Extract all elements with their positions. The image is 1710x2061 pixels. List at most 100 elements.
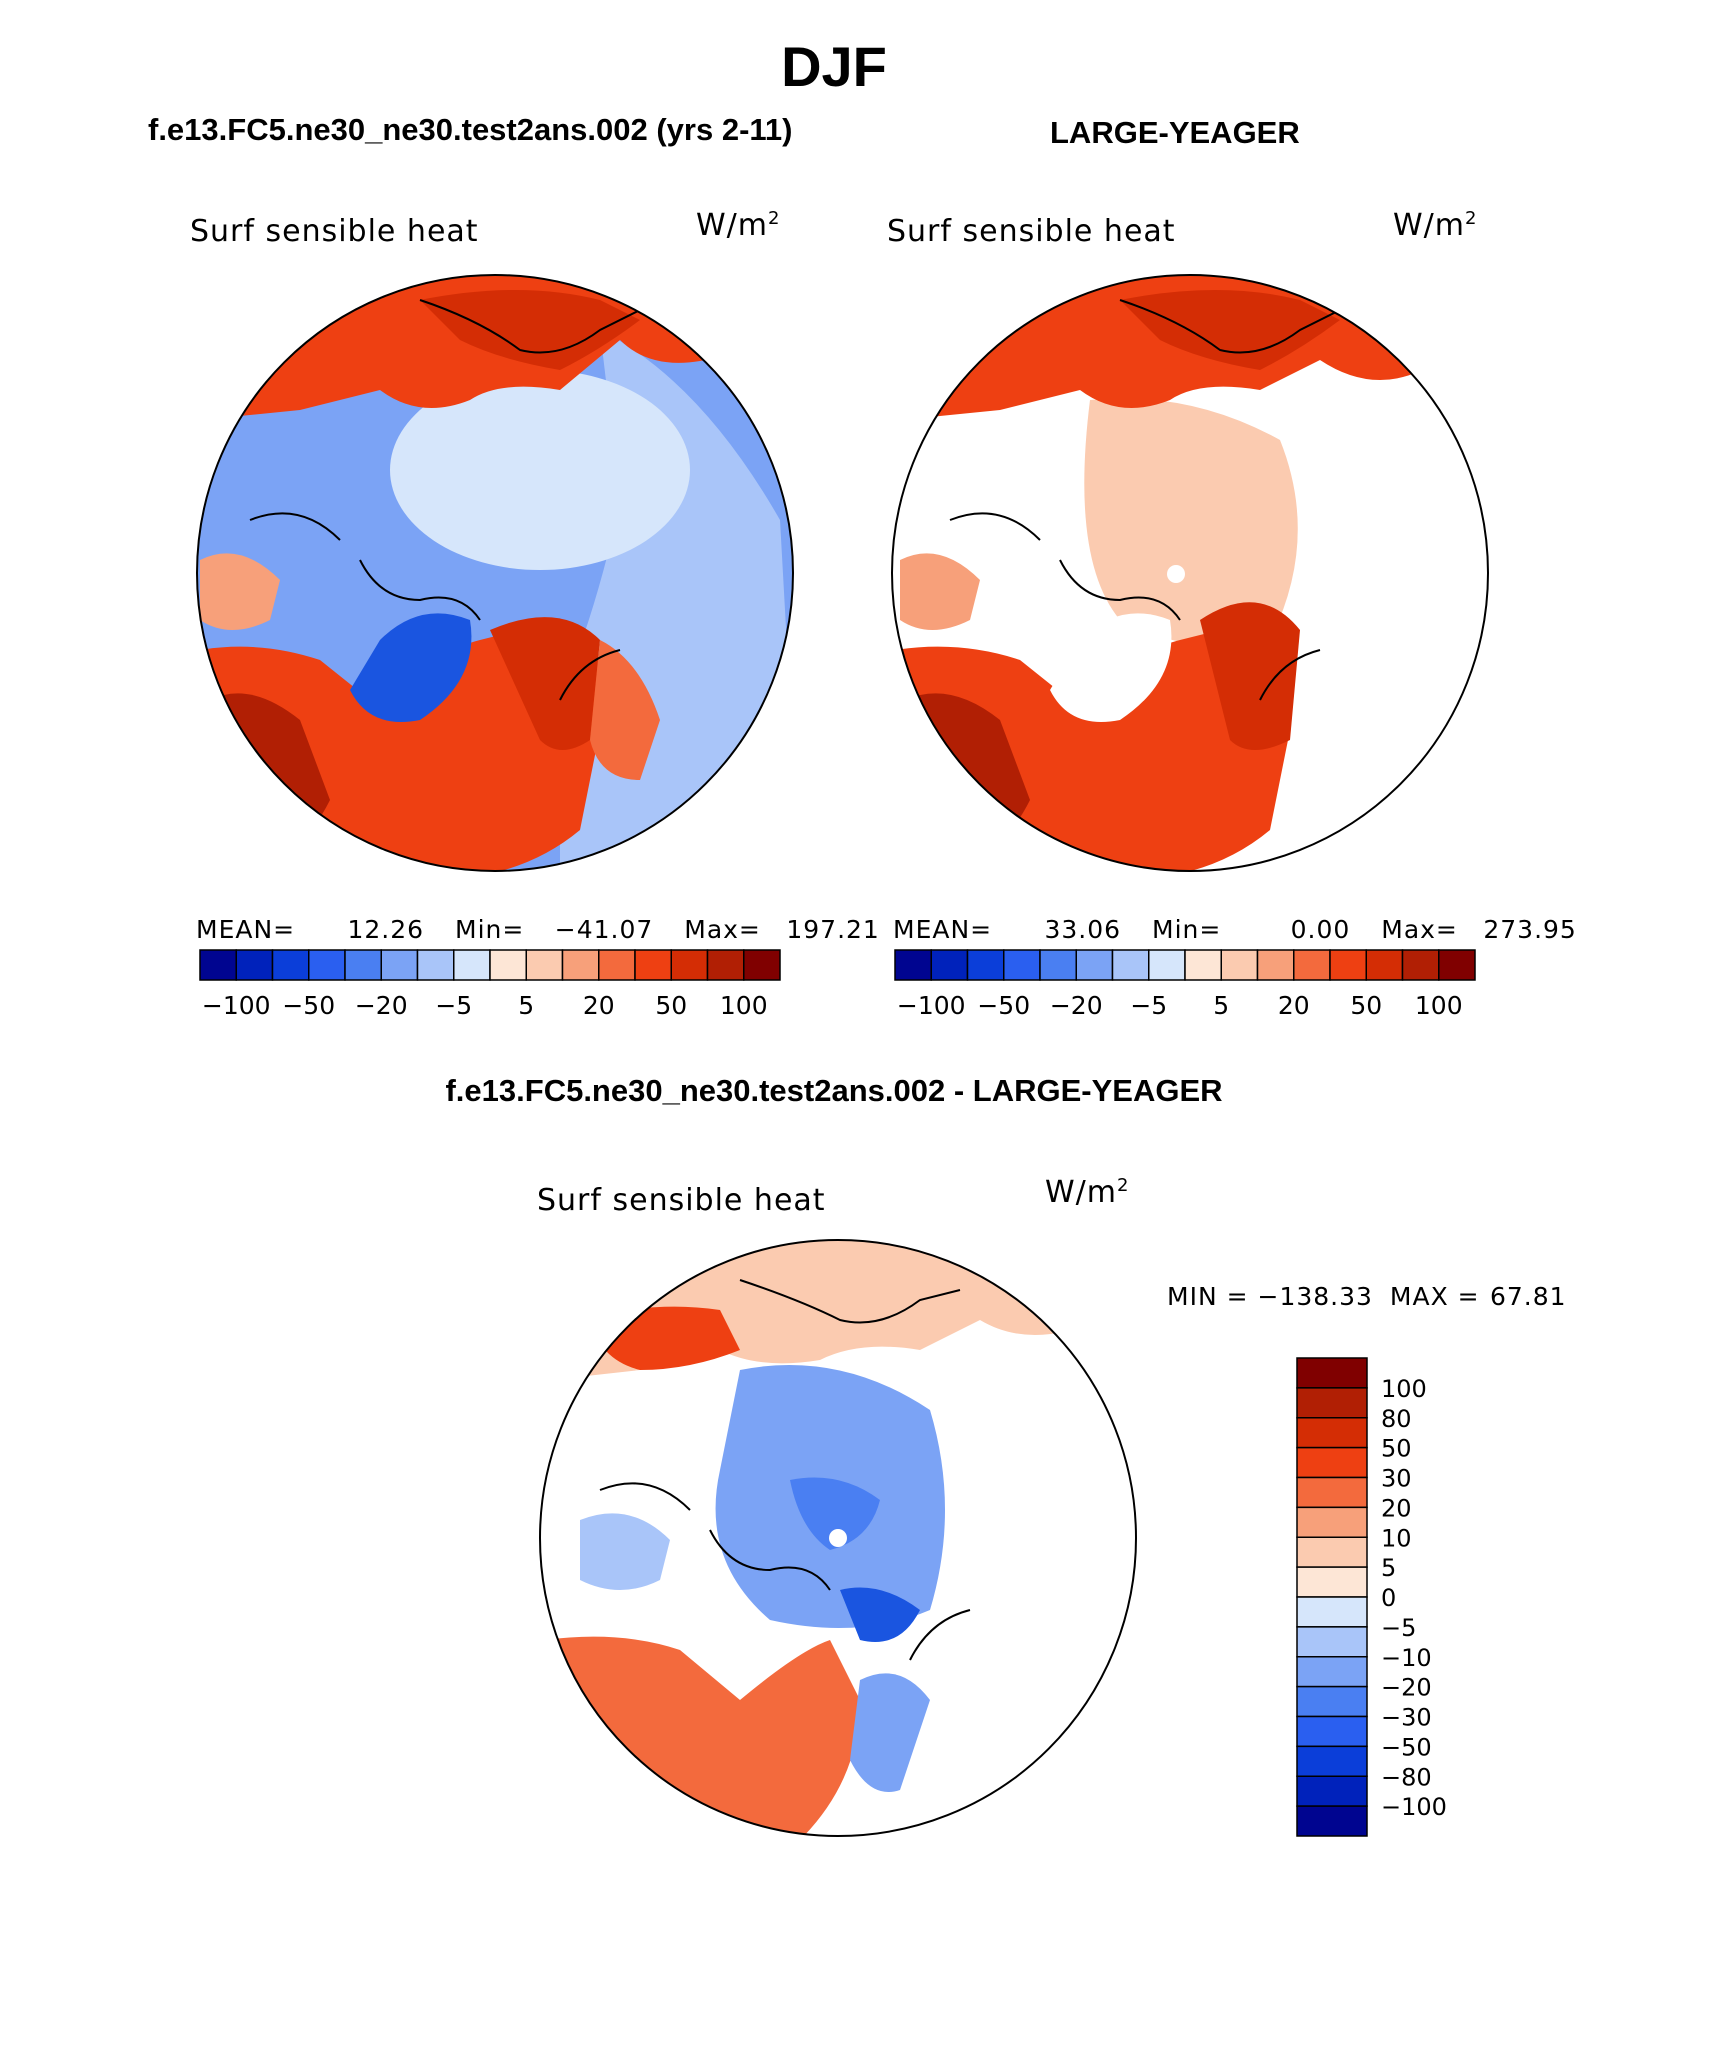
colorbar-tick-label: −20 [1381, 1674, 1432, 1702]
colorbar-bin [743, 949, 781, 981]
variable-label: Surf sensible heat [887, 214, 1176, 249]
stats-line: MEAN= 12.26 Min= −41.07 Max= 197.21 [196, 915, 880, 944]
map-boundary [891, 274, 1489, 872]
colorbar-bin [966, 949, 1005, 981]
colorbar-bin [1296, 1805, 1368, 1837]
colorbar-tick-label: −5 [1130, 991, 1167, 1020]
alaska-field [200, 553, 280, 630]
max-value: 273.95 [1483, 915, 1577, 944]
colorbar-bin [1296, 1357, 1368, 1389]
colorbar-tick-label: −50 [1381, 1733, 1432, 1761]
units-label: W/m2 [1045, 1175, 1130, 1210]
colorbar-bin [1003, 949, 1041, 981]
scandinavia-field [850, 1673, 930, 1792]
asia-hot-field [1120, 290, 1340, 370]
obs-title: LARGE-YEAGER [1050, 115, 1300, 150]
mean-label: MEAN= [893, 915, 993, 944]
min-value: −41.07 [554, 915, 654, 944]
case-title: f.e13.FC5.ne30_ne30.test2ans.002 (yrs 2-… [148, 112, 793, 147]
units-label: W/m2 [696, 208, 781, 243]
colorbar-tick-label: −100 [1381, 1793, 1447, 1821]
colorbar-bin [1296, 1745, 1368, 1777]
norwegian-sea-field [1200, 602, 1300, 750]
colorbar-tick-label: 30 [1381, 1465, 1412, 1493]
min-value: −138.33 [1257, 1282, 1373, 1311]
colorbar-bin [1296, 1446, 1368, 1479]
colorbar-bin [308, 949, 346, 981]
colorbar-bin [1296, 1656, 1368, 1688]
colorbar-bin [380, 949, 419, 981]
colorbar-bin [453, 949, 491, 981]
colorbar-tick-label: −10 [1381, 1644, 1432, 1672]
norwegian-sea-field [490, 617, 600, 750]
arctic-ice-field [390, 370, 690, 570]
colorbar-tick-label: −30 [1381, 1704, 1432, 1732]
colorbar-tick-label: 20 [583, 991, 615, 1020]
colorbar-bin [344, 949, 382, 981]
min-value: 0.00 [1290, 915, 1351, 944]
colorbar-tick-label: 50 [655, 991, 687, 1020]
colorbar-bin [1296, 1476, 1368, 1509]
map-panel-diff [539, 1239, 1137, 1837]
colorbar-tick-label: 5 [1381, 1554, 1396, 1582]
colorbar-bin [1296, 1685, 1368, 1718]
colorbar-bin [1438, 949, 1476, 981]
colorbar-bin [1039, 949, 1077, 981]
colorbar-bin [1256, 949, 1295, 981]
colorbar-obs: −100 −50 −20 −5 5 20 50 100 [894, 949, 1476, 1020]
colorbar-tick-label: 0 [1381, 1584, 1396, 1612]
mean-label: MEAN= [196, 915, 296, 944]
colorbar-tick-label: 100 [1415, 991, 1463, 1020]
colorbar-tick-label: 50 [1381, 1435, 1412, 1463]
max-label: Max= [684, 915, 761, 944]
colorbar-bin [416, 949, 455, 981]
colorbar-bin [199, 949, 237, 981]
barents-cold-field [840, 1587, 920, 1642]
alaska-field [580, 1513, 670, 1590]
colorbar-bin [1296, 1775, 1368, 1807]
map-boundary [196, 274, 794, 872]
colorbar-tick-label: −20 [355, 991, 408, 1020]
diff-title: f.e13.FC5.ne30_ne30.test2ans.002 - LARGE… [445, 1073, 1223, 1108]
greenland-field [1050, 613, 1172, 722]
colorbar-bin [1296, 1417, 1368, 1449]
mean-value: 33.06 [1044, 915, 1122, 944]
variable-label: Surf sensible heat [537, 1183, 826, 1218]
coastlines [249, 299, 641, 701]
mean-value: 12.26 [347, 915, 425, 944]
colorbar-bin [1296, 1387, 1368, 1419]
colorbar-bin [1293, 949, 1331, 981]
colorbar-tick-label: 20 [1278, 991, 1310, 1020]
colorbar-tick-label: 5 [1213, 991, 1229, 1020]
page-title: DJF [781, 35, 887, 98]
colorbar-tick-label: −80 [1381, 1763, 1432, 1791]
min-label: MIN = [1167, 1282, 1249, 1311]
colorbar-tick-label: 5 [518, 991, 534, 1020]
colorbar-tick-label: 10 [1381, 1524, 1412, 1552]
colorbar-bin [894, 949, 932, 981]
units-label: W/m2 [1393, 208, 1478, 243]
colorbar-bin [235, 949, 274, 981]
alaska-field [900, 553, 980, 630]
colorbar-bin [1296, 1536, 1368, 1568]
colorbar-bin [598, 949, 636, 981]
colorbar-bin [1296, 1626, 1368, 1658]
colorbar-tick-label: −100 [202, 991, 271, 1020]
max-label: Max= [1381, 915, 1458, 944]
colorbar-bin [1296, 1715, 1368, 1748]
colorbar-bin [561, 949, 600, 981]
colorbar-bin [1220, 949, 1259, 981]
coastlines [949, 299, 1341, 701]
colorbar-bin [1365, 949, 1404, 981]
colorbar-bin [634, 949, 672, 981]
colorbar-bin [1111, 949, 1150, 981]
colorbar-bin [1296, 1566, 1368, 1598]
colorbar-tick-label: −50 [282, 991, 335, 1020]
colorbar-tick-label: 80 [1381, 1405, 1412, 1433]
arctic-field [1084, 398, 1298, 647]
colorbar-bin [706, 949, 745, 981]
colorbar-tick-label: 100 [1381, 1375, 1427, 1403]
colorbar-tick-label: −100 [897, 991, 966, 1020]
colorbar-bin [1296, 1596, 1368, 1628]
